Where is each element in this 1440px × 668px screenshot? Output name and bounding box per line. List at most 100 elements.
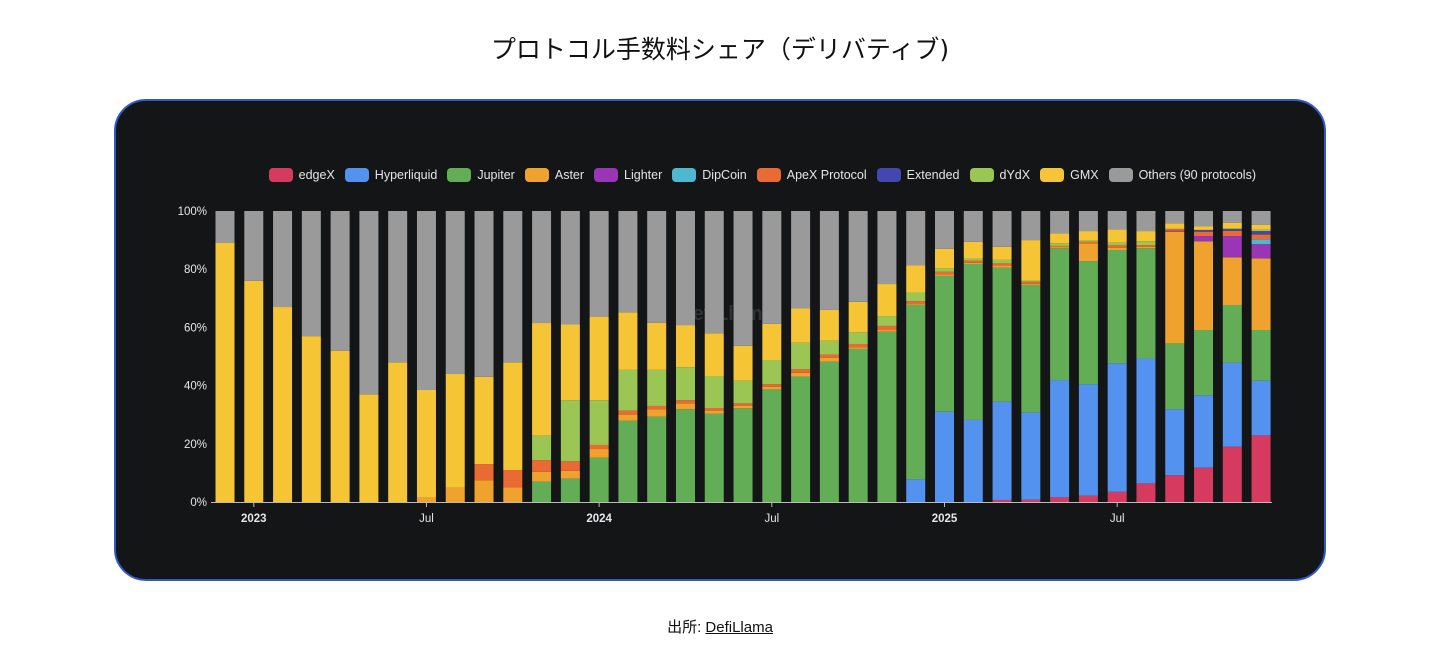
bar-segment-hyperliquid-2025-12 — [1251, 380, 1271, 436]
bar-segment-edgex-2025-11 — [1222, 446, 1242, 502]
bar-segment-dydx-2024-12 — [906, 292, 926, 302]
bar-segment-dydx-2024-04 — [675, 367, 695, 401]
bar-segment-dydx-2025-11 — [1222, 228, 1242, 230]
bar-segment-others-90-protocols--2023-11 — [532, 211, 552, 324]
bar-segment-dydx-2025-05 — [1050, 243, 1070, 246]
bar-segment-aster-2024-04 — [675, 403, 695, 410]
bar-segment-jupiter-2025-09 — [1165, 343, 1185, 410]
bar-segment-lighter-2025-12 — [1251, 244, 1271, 259]
bar-segment-edgex-2025-03 — [992, 499, 1012, 502]
legend-label: dYdX — [999, 168, 1031, 182]
bar-segment-edgex-2025-09 — [1165, 475, 1185, 502]
bar-segment-apex-protocol-2024-03 — [647, 405, 667, 410]
bar-segment-gmx-2025-01 — [935, 248, 954, 269]
bar-segment-gmx-2023-01 — [244, 280, 264, 502]
bar-segment-jupiter-2025-03 — [992, 267, 1012, 402]
legend-item-extended[interactable]: Extended — [876, 168, 960, 182]
bar-segment-edgex-2025-07 — [1107, 491, 1127, 502]
bar-segment-hyperliquid-2025-11 — [1222, 362, 1242, 447]
legend-swatch — [876, 168, 901, 182]
bar-segment-aster-2023-11 — [532, 471, 552, 482]
bar-segment-dydx-2025-02 — [963, 258, 983, 261]
legend-item-dydx[interactable]: dYdX — [969, 168, 1031, 182]
bar-segment-gmx-2023-08 — [445, 373, 465, 488]
bar-segment-others-90-protocols--2024-04 — [675, 211, 695, 326]
bar-segment-hyperliquid-2025-08 — [1136, 358, 1156, 484]
bar-segment-hyperliquid-2025-04 — [1021, 412, 1041, 500]
bar-segment-jupiter-2025-01 — [935, 275, 954, 412]
bar-segment-gmx-2025-04 — [1021, 240, 1041, 281]
bar-segment-apex-protocol-2024-05 — [704, 408, 724, 411]
legend-item-dipcoin[interactable]: DipCoin — [672, 168, 747, 182]
bar-segment-hyperliquid-2025-03 — [992, 401, 1012, 500]
bar-segment-dydx-2024-05 — [704, 375, 724, 409]
bar-segment-dydx-2024-09 — [819, 340, 839, 355]
bar-segment-extended-2025-11 — [1222, 229, 1242, 231]
bar-segment-apex-protocol-2023-10 — [503, 469, 523, 488]
bar-segment-aster-2023-10 — [503, 487, 523, 502]
bar-segment-jupiter-2025-05 — [1050, 248, 1070, 381]
bar-segment-apex-protocol-2024-07 — [762, 384, 782, 387]
x-tick-label: 2025 — [932, 513, 958, 525]
bar-segment-others-90-protocols--2024-06 — [733, 211, 753, 346]
legend-item-aster[interactable]: Aster — [524, 168, 584, 182]
bar-segment-jupiter-2024-01 — [589, 457, 609, 502]
y-tick-label: 100% — [178, 206, 207, 218]
bar-segment-gmx-2023-02 — [273, 307, 293, 502]
bar-segment-dydx-2024-01 — [589, 400, 609, 445]
legend-item-jupiter[interactable]: Jupiter — [447, 168, 515, 182]
legend-item-others-90-protocols-[interactable]: Others (90 protocols) — [1108, 168, 1256, 182]
bar-segment-jupiter-2025-07 — [1107, 249, 1127, 364]
bar-segment-gmx-2025-02 — [963, 241, 983, 259]
bar-segment-gmx-2023-11 — [532, 323, 552, 436]
bar-segment-gmx-2024-11 — [877, 284, 897, 317]
legend-swatch — [268, 168, 293, 182]
bar-segment-gmx-2025-06 — [1078, 231, 1098, 241]
legend-label: Extended — [906, 168, 960, 182]
bar-segment-dydx-2025-08 — [1136, 241, 1156, 246]
legend-label: ApeX Protocol — [786, 168, 867, 182]
bar-segment-edgex-2025-10 — [1194, 467, 1214, 502]
bar-segment-apex-protocol-2024-09 — [819, 354, 839, 358]
bar-segment-edgex-2025-05 — [1050, 497, 1070, 502]
bar-segment-aster-2025-05 — [1050, 247, 1070, 249]
legend-item-lighter[interactable]: Lighter — [594, 168, 662, 182]
bar-segment-aster-2025-07 — [1107, 247, 1127, 250]
y-tick-label: 20% — [184, 439, 207, 451]
legend-item-apex-protocol[interactable]: ApeX Protocol — [756, 168, 867, 182]
bar-segment-dipcoin-2025-12 — [1251, 239, 1271, 245]
bar-segment-others-90-protocols--2023-02 — [273, 211, 293, 308]
source-link[interactable]: DefiLlama — [705, 619, 773, 636]
bar-segment-jupiter-2025-08 — [1136, 248, 1156, 359]
bar-segment-jupiter-2024-09 — [819, 361, 839, 502]
bar-segment-others-90-protocols--2023-10 — [503, 211, 523, 363]
bar-segment-aster-2025-11 — [1222, 257, 1242, 305]
bar-segment-others-90-protocols--2023-03 — [301, 211, 321, 337]
bar-segment-dydx-2025-09 — [1165, 228, 1185, 230]
bar-segment-others-90-protocols--2024-01 — [589, 211, 609, 317]
bar-segment-aster-2024-07 — [762, 386, 782, 390]
bar-segment-dydx-2025-06 — [1078, 240, 1098, 242]
bar-segment-gmx-2025-05 — [1050, 233, 1070, 244]
bar-segment-dydx-2024-08 — [791, 342, 811, 370]
bar-segment-apex-protocol-2023-09 — [474, 464, 494, 481]
legend-item-edgex[interactable]: edgeX — [268, 168, 335, 182]
bar-segment-aster-2025-10 — [1194, 241, 1214, 331]
bar-segment-gmx-2024-12 — [906, 265, 926, 293]
bar-segment-apex-protocol-2025-06 — [1078, 241, 1098, 244]
bar-segment-dydx-2025-01 — [935, 268, 954, 272]
bar-segment-others-90-protocols--2024-10 — [848, 211, 868, 302]
bar-segment-aster-2024-08 — [791, 372, 811, 377]
legend-item-gmx[interactable]: GMX — [1040, 168, 1099, 182]
legend-item-hyperliquid[interactable]: Hyperliquid — [344, 168, 437, 182]
bar-segment-aster-2025-08 — [1136, 246, 1156, 249]
bar-segment-dydx-2024-11 — [877, 316, 897, 326]
bar-segment-others-90-protocols--2022-12 — [215, 211, 235, 244]
source-label: 出所: — [667, 619, 702, 636]
bar-segment-dydx-2025-03 — [992, 259, 1012, 264]
chart-legend: edgeX Hyperliquid Jupiter Aster Lighter DipCo… — [0, 168, 1440, 182]
bar-segment-edgex-2025-08 — [1136, 483, 1156, 502]
bar-segment-others-90-protocols--2025-06 — [1078, 211, 1098, 232]
bar-segment-others-90-protocols--2025-04 — [1021, 211, 1041, 241]
bar-segment-gmx-2025-09 — [1165, 223, 1185, 229]
